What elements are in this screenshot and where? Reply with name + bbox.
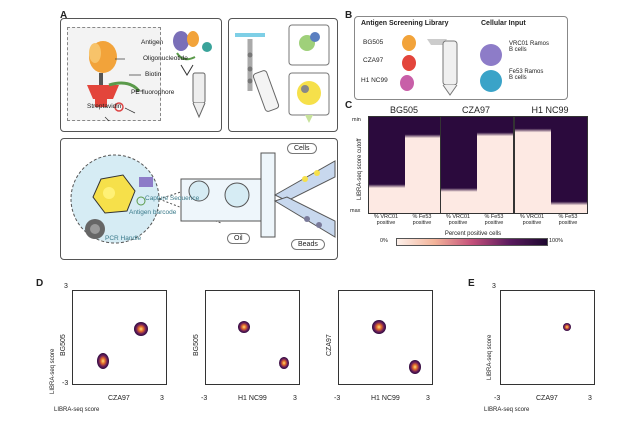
scatter3-xmax: 3 [426,395,430,402]
scatter2-ylabel: BG505 [193,334,200,356]
panel-a-letter: A [60,10,68,21]
scatter-bg505-vs-h1nc99 [205,290,300,385]
col-label-vrc01-3: % VRC01 positive [519,214,545,226]
heatmap-title-h1nc99: H1 NC99 [531,105,569,115]
heatmap-bg505 [368,116,442,214]
scatter3-ylabel: CZA97 [326,334,333,356]
scatter1-score-xlabel: LIBRA-seq score [54,407,100,413]
panel-a-top-left-box: Antigen Oligonucleotide Biotin PE fluoro… [60,18,222,132]
panel-b-box: Antigen Screening Library Cellular Input… [354,16,568,100]
legend-min: 0% [380,238,388,244]
heatmap-bg505-vrc01 [369,117,405,213]
library-illustration [400,35,502,96]
heatmap-h1nc99-vrc01 [515,117,551,213]
scatter3-xlabel: H1 NC99 [371,395,400,402]
scatter1-xmax: 3 [160,395,164,402]
scatter1-xlabel: CZA97 [108,395,130,402]
scatter-plot-3 [372,320,421,374]
heatmap-cza97-fe53 [477,117,513,213]
panel-a-top-right-box [228,18,338,132]
microfluidic-illustration [70,152,336,244]
scatter-bg505-vs-cza97 [72,290,167,385]
heatmap-bg505-fe53 [405,117,441,213]
streptavidin-label: Streptavidin [87,103,122,110]
library-title: Antigen Screening Library [361,20,449,27]
col-label-vrc01-1: % VRC01 positive [373,214,399,226]
panel-a-bottom-box: Antigen barcode Capture Sequence PCR Han… [60,138,338,260]
panel-b-letter: B [345,10,353,21]
vrc01-cells-label: VRC01 Ramos B cells [509,41,550,53]
beads-label: Beads [291,239,325,250]
antigen-cza97: CZA97 [363,57,384,64]
heatmap-title-bg505: BG505 [389,105,419,115]
scatter-plot-1 [97,322,148,369]
capture-sequence-label: Capture Sequence [145,195,200,202]
scatter2-xmax: 3 [293,395,297,402]
heatmap-ymin: min [352,117,361,123]
scatter-e [500,290,595,385]
legend-max: 100% [549,238,564,244]
pcr-handle-label: PCR Handle [105,235,142,242]
oil-label: Oil [227,233,250,244]
heatmap-h1nc99 [514,116,588,214]
scatter-e-ymax: 3 [492,283,496,290]
panel-c-letter: C [345,100,353,111]
antigen-barcode-label: Antigen barcode [129,209,177,216]
antigen-bg505: BG505 [363,39,384,46]
biotin-label: Biotin [145,71,162,78]
panel-d-letter: D [36,278,44,289]
scatter-cza97-vs-h1nc99 [338,290,433,385]
col-label-fe53-2: % Fe53 positive [484,214,504,226]
colorbar [396,238,548,246]
scatter-e-xlabel: CZA97 [536,395,558,402]
scatter-e-xmax: 3 [588,395,592,402]
oligonucleotide-label: Oligonucleotide [143,55,188,62]
col-label-fe53-1: % Fe53 positive [412,214,432,226]
droplet-tubes-illustration [235,24,330,123]
scatter1-ylabel: BG505 [60,334,67,356]
antigen-complex-illustration [87,31,212,122]
scatter-e-xmin: -3 [494,395,501,402]
scatter-plot-e [563,323,571,331]
fe53-cells-label: Fe53 Ramos B cells [509,69,544,81]
antigen-label: Antigen [141,39,164,46]
heatmap-cza97 [440,116,514,214]
col-label-fe53-3: % Fe53 positive [558,214,578,226]
antigen-zoom-box [67,27,161,121]
scatter2-xmin: -3 [201,395,208,402]
panel-e-letter: E [468,278,475,289]
antigen-h1nc99: H1 NC99 [361,77,388,84]
scatter-e-ylabel: LIBRA-seq score [487,334,493,380]
cells-label: Cells [287,143,317,154]
heatmap-ylabel: LIBRA-seq score cutoff [357,138,363,200]
legend-title: Percent positive cells [444,231,502,237]
scatter3-xmin: -3 [334,395,341,402]
heatmap-title-cza97: CZA97 [461,105,490,115]
scatter-plot-2 [238,321,289,369]
cellular-input-title: Cellular Input [481,20,526,27]
scatter1-ymax: 3 [64,283,68,290]
scatter2-xlabel: H1 NC99 [238,395,267,402]
col-label-vrc01-2: % VRC01 positive [445,214,471,226]
heatmap-h1nc99-fe53 [551,117,587,213]
heatmap-cza97-vrc01 [441,117,477,213]
scatter1-score-ylabel: LIBRA-seq score [50,348,56,394]
pe-fluorophore-label: PE fluorophore [131,89,175,96]
scatter1-ymin: -3 [62,380,69,387]
scatter-e-score-xlabel: LIBRA-seq score [484,407,530,413]
heatmap-ymax: max [350,208,361,214]
